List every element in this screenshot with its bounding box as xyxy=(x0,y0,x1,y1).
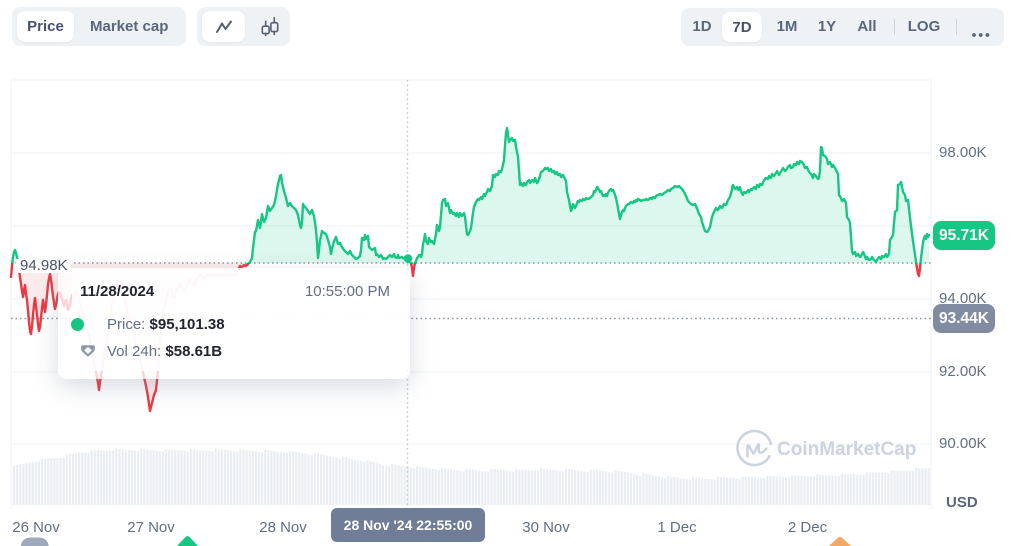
svg-text:CoinMarketCap: CoinMarketCap xyxy=(777,439,916,460)
